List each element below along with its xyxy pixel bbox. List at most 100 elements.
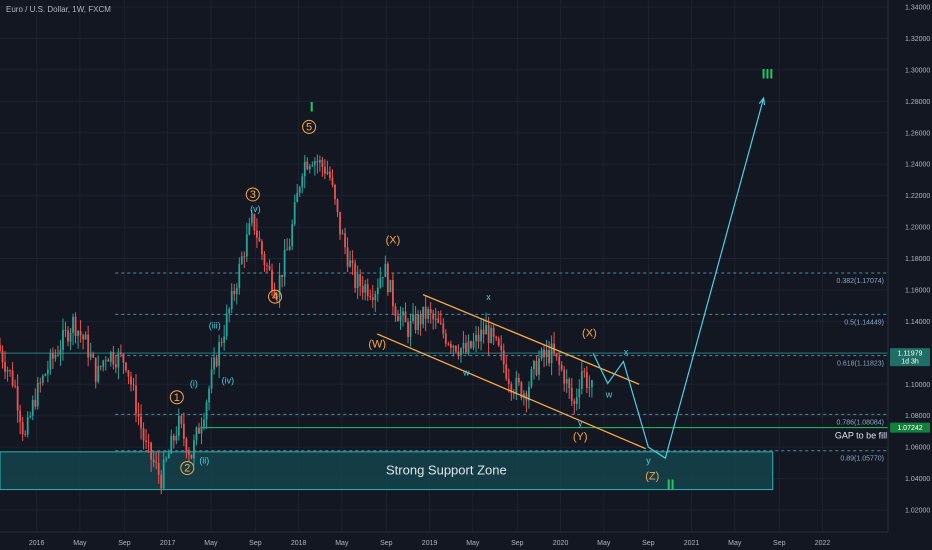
candle-body [462,342,465,349]
x-tick-label: 2022 [815,540,831,547]
y-tick-label: 1.26000 [905,130,930,137]
candle-body [465,342,467,353]
price-axis-panel[interactable] [888,0,932,550]
candle-body [119,352,122,354]
current-price-tag-text: 1.11979 [898,351,923,358]
x-tick-label: Sep [642,540,655,547]
candle-body [384,263,387,278]
candle-body [248,223,251,235]
candle-body [517,377,520,383]
candle-body [369,296,372,298]
candle-body [26,416,29,435]
candle-body [142,428,145,441]
candle-body [480,329,482,342]
y-tick-label: 1.08000 [905,413,930,420]
candle-body [381,277,384,278]
y-tick-label: 1.28000 [905,99,930,106]
channel-upper [422,294,640,385]
candle-body [208,388,210,403]
gap-price-tag-box [890,422,930,433]
candle-body [271,269,273,291]
candle-body [402,311,404,316]
wave-label: w [462,368,470,378]
candle-body [107,359,110,362]
candle-body [422,306,425,325]
candle-body [548,349,550,364]
candle-body [417,314,420,330]
candle-body [346,247,349,267]
wave-label: y [578,418,583,428]
candle-body [404,311,407,323]
wave-circle [180,460,195,475]
candle-body [228,308,231,314]
candle-body [137,413,140,417]
candle-body [235,288,238,295]
candle-body [140,416,142,429]
wave-label: II [667,476,675,492]
gap-label: GAP to be filled [835,431,897,441]
candle-body [510,384,513,394]
candle-body [77,331,79,337]
candle-body [261,241,263,255]
candle-body [326,171,329,174]
candle-body [175,435,178,441]
candle-body [135,385,137,414]
candle-body [24,433,27,435]
candle-body [454,345,457,352]
candle-body [331,177,334,185]
candle-body [349,260,352,267]
candle-body [283,249,286,277]
candle-body [364,284,367,293]
candle-body [530,369,533,387]
fib-label: 0.618(1.11823) [837,361,884,368]
candle-body [195,427,198,441]
candle-body [213,357,215,370]
x-tick-label: May [597,540,611,547]
candle-body [472,341,475,348]
candle-body [44,374,47,376]
y-tick-label: 1.32000 [905,36,930,43]
wave-label: 1 [174,392,180,404]
x-tick-label: May [466,540,480,547]
candle-body [371,297,374,301]
candle-body [497,338,500,346]
candle-body [311,165,314,167]
candle-body [253,214,256,231]
x-tick-label: May [728,540,742,547]
candle-body [525,393,528,401]
candle-body [104,359,107,361]
candle-body [250,214,253,224]
candle-body [573,400,576,404]
wave-label: w [605,390,613,400]
candle-body [0,344,1,351]
candle-body [150,442,153,460]
candle-body [588,387,591,388]
x-tick-label: 2020 [553,540,569,547]
candle-body [303,161,306,177]
wave-label: III [762,66,774,82]
candle-body [109,351,112,362]
candle-body [82,335,85,340]
y-tick-label: 1.02000 [905,508,930,515]
candle-body [585,372,588,388]
candle-body [46,369,49,375]
y-tick-label: 1.16000 [905,287,930,294]
candle-body [99,366,102,367]
fib-label: 0.89(1.05770) [840,456,884,463]
candle-body [545,349,548,358]
candle-body [92,353,95,358]
candle-body [558,356,561,365]
wave-label: (ii) [199,456,209,466]
gap-price-tag-text: 1.07242 [897,425,922,432]
candle-body [97,366,100,382]
candle-body [379,277,382,288]
candle-body [57,354,59,356]
candle-body [334,184,336,200]
y-tick-label: 1.20000 [905,225,930,232]
wave-label: x [486,292,491,302]
candle-body [376,287,379,294]
candle-body [1,350,4,363]
y-tick-label: 1.24000 [905,162,930,169]
wave-label: 4 [272,291,278,303]
